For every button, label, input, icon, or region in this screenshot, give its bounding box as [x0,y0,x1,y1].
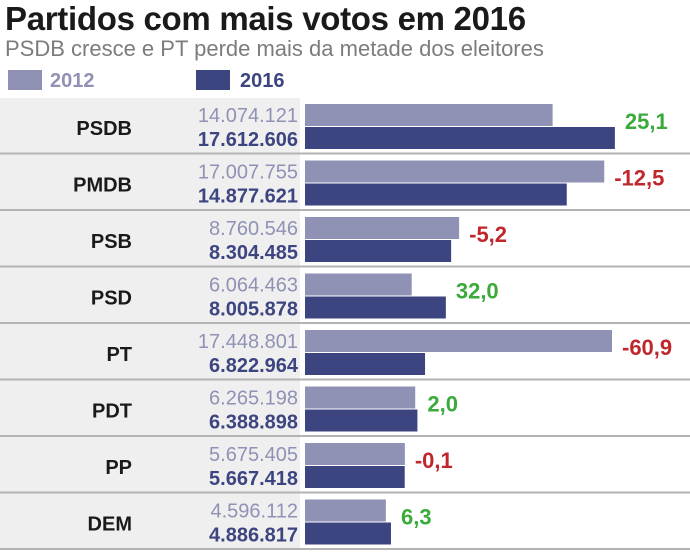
value-label-2016: 5.667.418 [209,468,298,490]
legend-label-2016: 2016 [240,70,285,92]
change-label: -12,5 [614,166,664,191]
category-label: PP [105,457,132,479]
value-label-2016: 8.005.878 [209,299,298,321]
bar-2012 [305,273,412,296]
value-label-2016: 17.612.606 [198,129,298,151]
value-label-2012: 17.007.755 [198,162,298,184]
row-band [0,324,300,379]
row-divider [0,491,690,494]
category-label: DEM [88,514,132,536]
value-label-2016: 6.388.898 [209,412,298,434]
category-label: PT [106,344,132,366]
row-band [0,154,300,209]
change-label: -60,9 [622,335,672,360]
bar-2016 [305,296,446,319]
row-divider [0,378,690,381]
row-divider [0,209,690,211]
bar-2012 [305,499,386,522]
value-label-2016: 6.822.964 [209,355,299,377]
chart-subtitle: PSDB cresce e PT perde mais da metade do… [5,36,544,61]
value-label-2016: 8.304.485 [209,242,298,264]
category-label: PDT [92,401,132,423]
change-label: 25,1 [625,109,668,134]
bar-2016 [305,240,452,262]
bar-2016 [305,522,391,545]
bar-2012 [305,160,605,183]
change-label: -0,1 [415,448,453,473]
value-label-2012: 4.596.112 [211,501,299,523]
bar-2016 [305,127,615,149]
legend-swatch-2016 [196,70,230,90]
row-divider [0,435,690,437]
row-divider [0,265,690,268]
chart-title: Partidos com mais votos em 2016 [5,0,526,37]
bar-2012 [305,443,405,465]
bar-2012 [305,386,416,409]
bar-2012 [305,217,460,239]
change-label: 6,3 [401,505,432,530]
row-divider [0,152,690,155]
legend: 2012 2016 [8,70,285,92]
row-bands [0,98,690,550]
legend-swatch-2012 [8,70,42,90]
value-label-2012: 6.265.198 [209,388,298,410]
bar-2016 [305,183,567,206]
value-label-2012: 6.064.463 [209,275,298,297]
bar-2012 [305,104,553,126]
category-label: PSB [91,231,132,253]
value-label-2016: 4.886.817 [209,525,298,547]
category-label: PSDB [76,118,132,140]
row-divider [0,548,690,550]
row-band [0,437,300,492]
bar-2016 [305,466,405,488]
bar-2016 [305,353,426,375]
change-label: 2,0 [427,392,458,417]
change-label: 32,0 [456,279,499,304]
category-label: PSD [91,288,132,310]
row-band [0,98,300,153]
row-band [0,493,300,548]
change-label: -5,2 [469,222,507,247]
value-label-2012: 14.074.121 [198,105,298,127]
row-band [0,380,300,435]
bar-2012 [305,330,612,352]
value-label-2012: 5.675.405 [209,444,298,466]
category-label: PMDB [73,175,132,197]
value-label-2012: 8.760.546 [209,218,298,240]
value-label-2016: 14.877.621 [198,186,298,208]
row-band [0,267,300,322]
value-label-2012: 17.448.801 [198,331,298,353]
row-divider [0,322,690,324]
row-band [0,211,300,266]
legend-label-2012: 2012 [50,70,95,92]
bar-2016 [305,409,418,432]
